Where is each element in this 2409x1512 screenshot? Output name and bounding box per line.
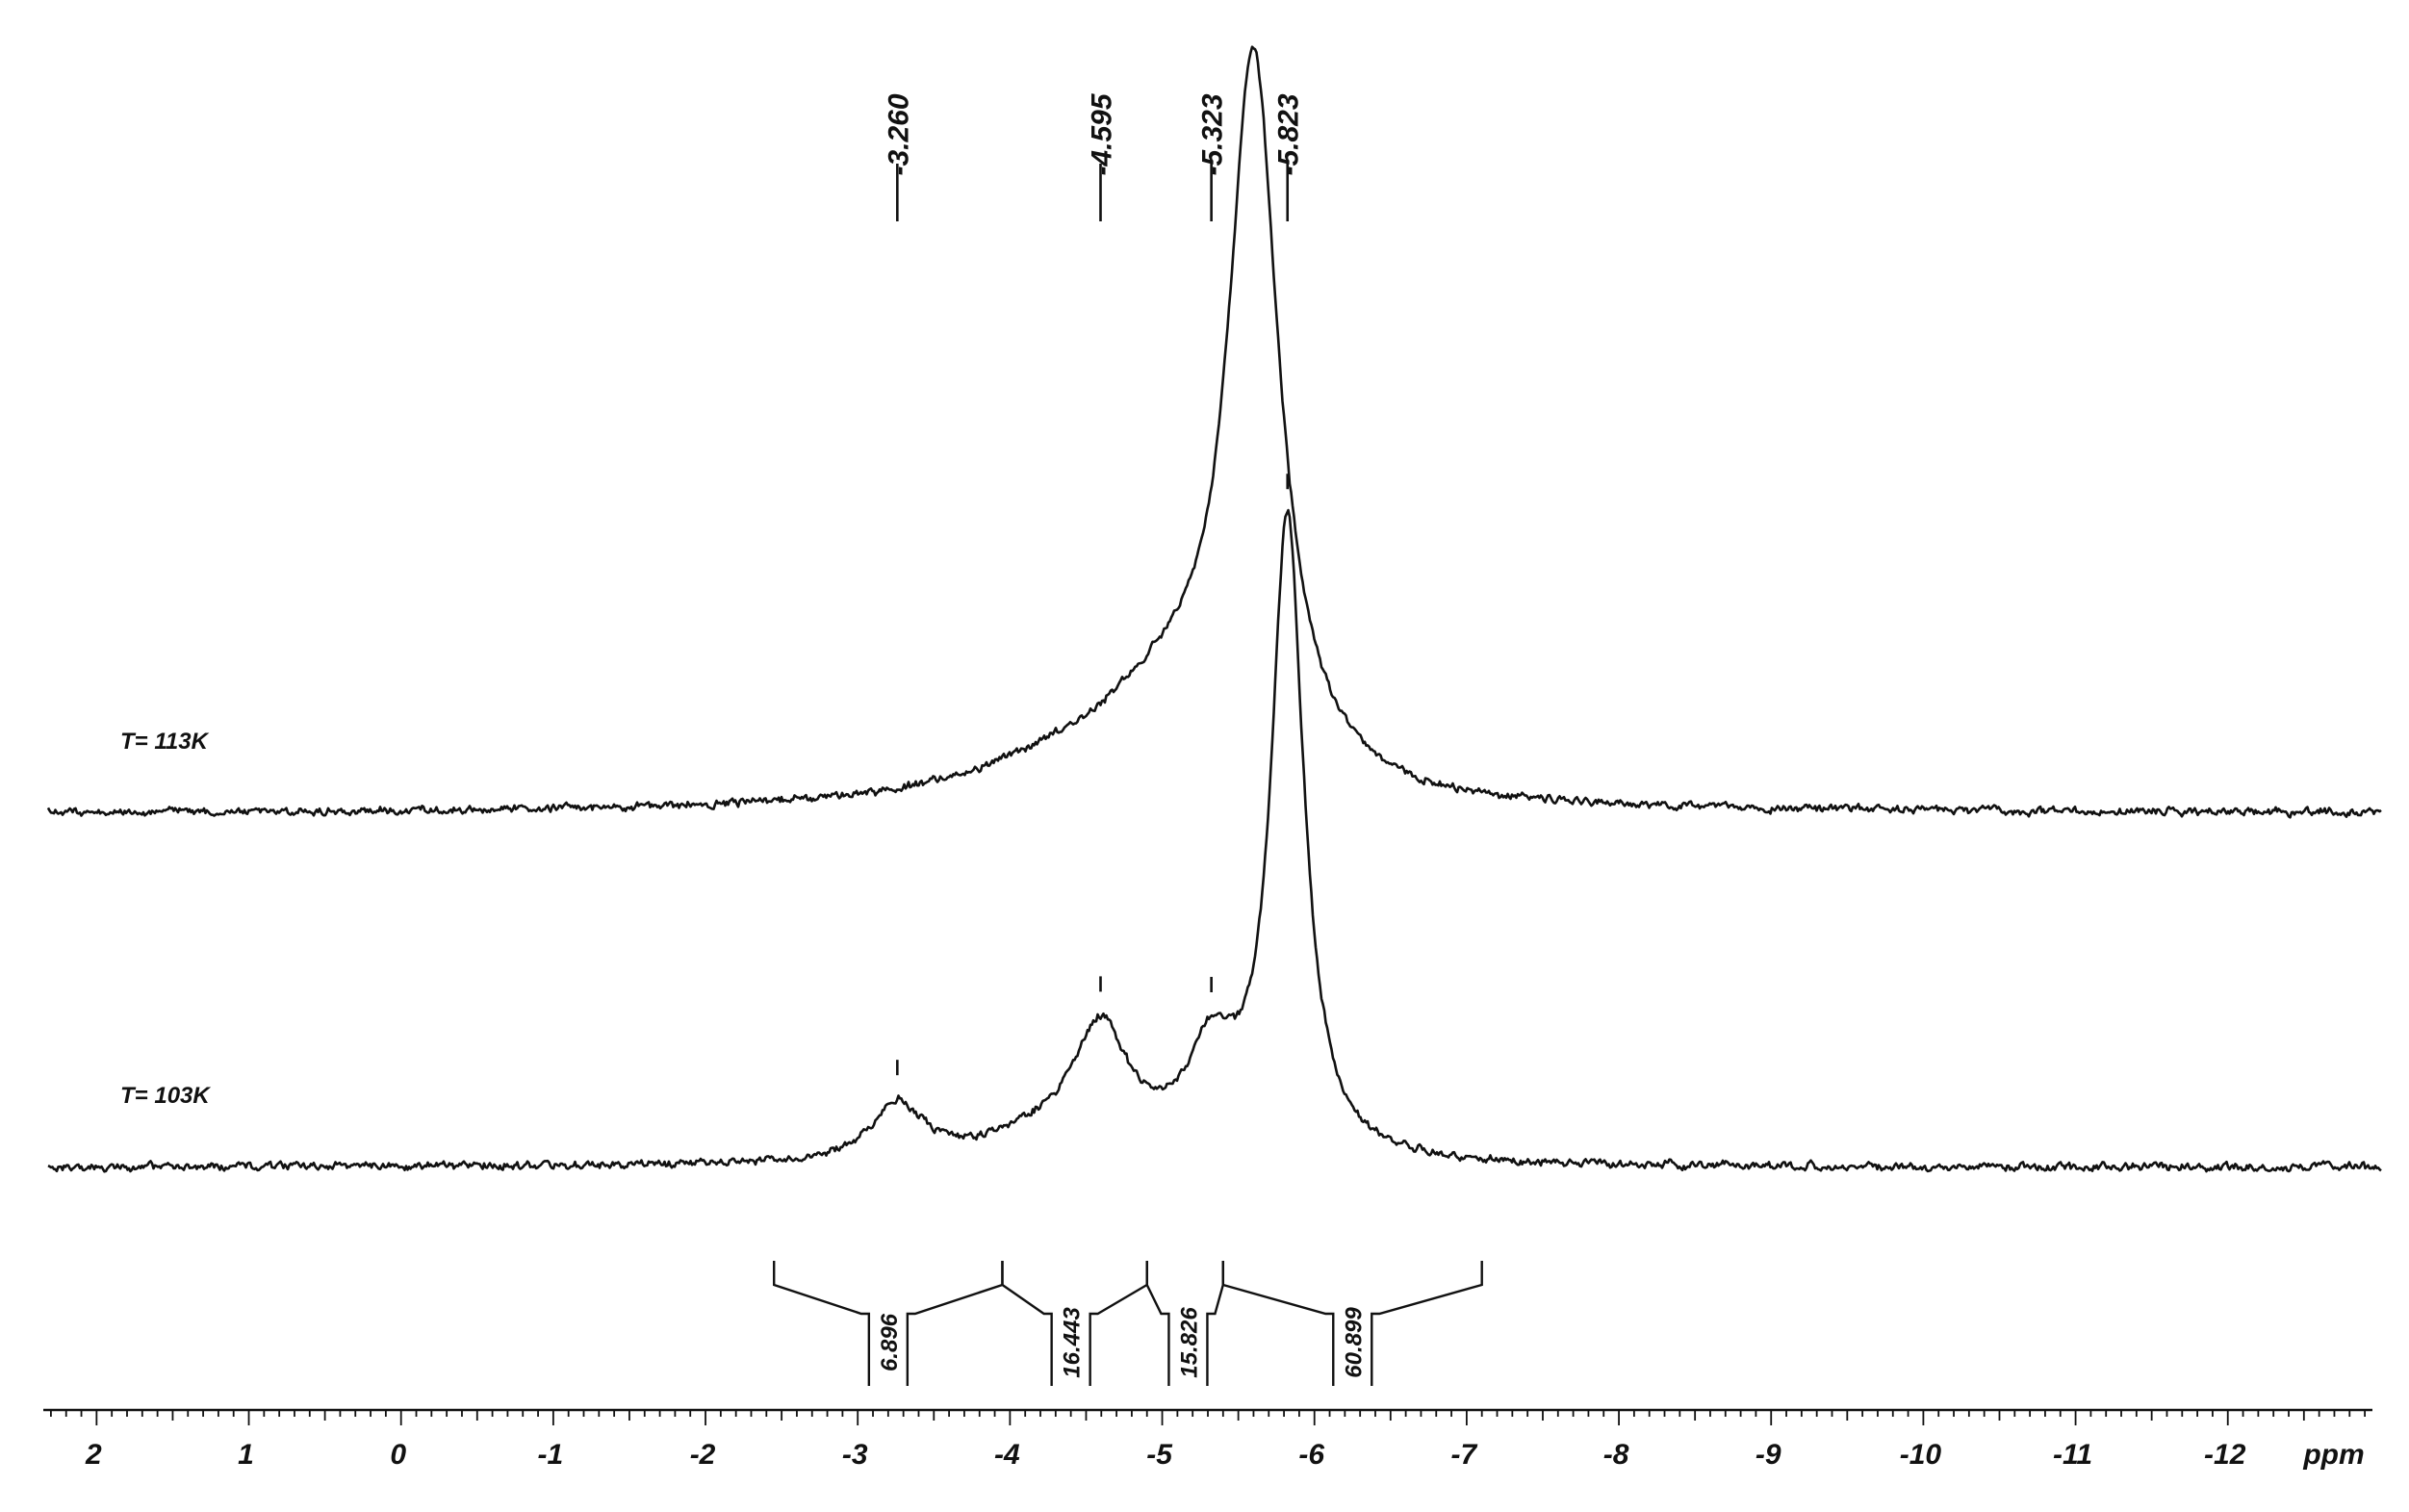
integral-value-0: 6.896 [877,1313,903,1371]
integral-layer: 6.896 16.443 15.826 60.899 [773,1261,1483,1386]
peak-label-3: -5.823 [1273,93,1305,175]
x-tick-label: -6 [1298,1439,1324,1471]
spectrum-trace-0 [46,45,2382,819]
trace-layer: T= 113K T= 103K [46,45,2382,1173]
x-tick-label: -4 [994,1439,1020,1471]
x-tick-label: -10 [1900,1439,1942,1471]
x-tick-label: -11 [2053,1439,2092,1471]
series-label-0: T= 113K [120,729,210,755]
peak-label-1: -4.595 [1086,92,1117,175]
x-tick-label: -9 [1755,1439,1781,1471]
x-tick-label: 2 [85,1439,102,1471]
spectrum-trace-1 [47,508,2382,1173]
x-tick-label: -12 [2204,1439,2246,1471]
x-tick-label: 0 [390,1439,406,1471]
x-tick-label: -7 [1451,1439,1478,1471]
x-tick-label: -1 [538,1439,564,1471]
x-tick-label: -2 [690,1439,716,1471]
x-axis-label: ppm [2302,1439,2364,1471]
integral-bracket-3 [1221,1261,1483,1386]
series-label-1: T= 103K [120,1083,211,1109]
x-tick-label: -8 [1603,1439,1629,1471]
peak-label-2: -5.323 [1197,93,1229,175]
x-axis: 2 1 0 -1 -2 -3 -4 -5 -6 -7 -8 -9 -10 -11 -12 ppm [43,1408,2372,1471]
peak-label-0: -3.260 [883,93,914,175]
integral-value-3: 60.899 [1341,1307,1367,1378]
x-tick-label: -3 [842,1439,868,1471]
peak-label-layer: -3.260 -4.595 -5.323 -5.823 [883,92,1305,221]
integral-value-2: 15.826 [1176,1307,1202,1378]
integral-value-1: 16.443 [1060,1307,1086,1378]
x-tick-label: -5 [1146,1439,1173,1471]
x-tick-label: 1 [238,1439,254,1471]
